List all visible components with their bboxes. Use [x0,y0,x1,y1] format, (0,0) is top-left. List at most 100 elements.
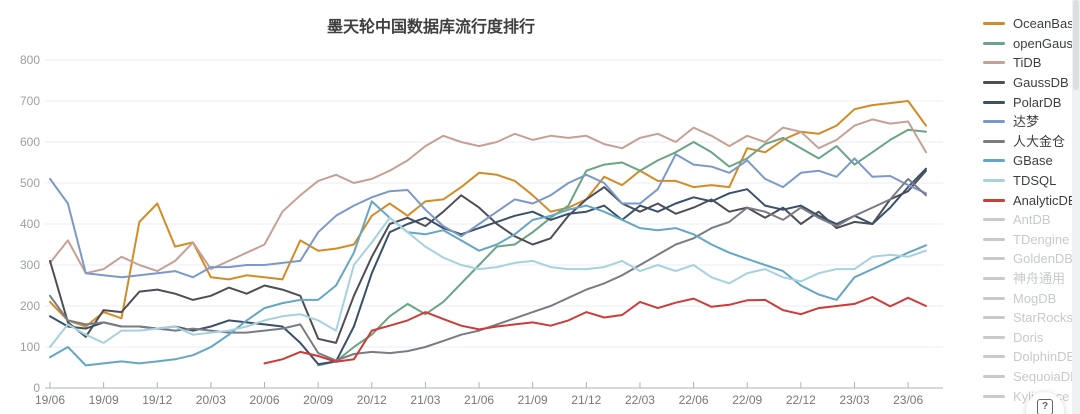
help-button[interactable]: ? [1026,392,1064,414]
legend-item-gaussdb[interactable]: GaussDB [983,73,1075,93]
x-axis-label: 19/06 [35,393,65,407]
legend-label: AntDB [1013,212,1051,228]
popularity-line-chart[interactable]: 0 100 200 300 400 500 600 700 800 19/06 19/09 19/12… [0,0,960,414]
legend-label: openGauss [1013,35,1080,51]
legend-line-swatch [983,237,1005,241]
legend-item-dameng[interactable]: 达梦 [983,112,1075,132]
legend-line-swatch [983,81,1005,85]
y-axis-label: 600 [20,135,40,149]
legend-label: 神舟通用 [1013,271,1066,287]
legend-label: MogDB [1013,290,1057,306]
series-line-opengauss[interactable] [317,128,927,367]
legend-item-antdb[interactable]: AntDB [983,210,1075,230]
legend-line-swatch [983,41,1005,45]
legend-item-gbase[interactable]: GBase [983,151,1075,171]
legend-line-swatch [983,198,1005,202]
legend-line-swatch [983,394,1005,398]
y-axis-label: 400 [20,217,40,231]
scrollbar-thumb[interactable] [1073,0,1079,90]
x-axis-label: 20/09 [303,393,333,407]
series-line-gbase[interactable] [49,200,927,367]
legend-item-tdengine[interactable]: TDengine [983,230,1075,250]
legend-label: GBase [1013,153,1053,169]
legend-label: GoldenDB [1013,251,1073,267]
legend-label: StarRocks [1013,310,1073,326]
chart-legend: OceanBase openGauss TiDB GaussDB PolarDB 达梦人大… [983,14,1080,406]
legend-item-tdsql[interactable]: TDSQL [983,171,1075,191]
legend-label: 达梦 [1013,114,1040,130]
legend-label: 人大金仓 [1013,133,1066,149]
legend-line-swatch [983,120,1005,124]
legend-line-swatch [983,296,1005,300]
legend-label: TiDB [1013,55,1042,71]
series-line-oceanbase[interactable] [49,100,927,328]
legend-line-swatch [983,179,1005,183]
question-icon: ? [1037,399,1053,414]
legend-label: AnalyticDB [1013,192,1077,208]
legend-line-swatch [983,61,1005,65]
x-axis-label: 22/12 [786,393,816,407]
legend-item-polardb[interactable]: PolarDB [983,92,1075,112]
legend-item-cn-神舟通用[interactable]: 神舟通用 [983,269,1075,289]
y-axis-label: 0 [33,381,40,395]
legend-item-renda-jincang[interactable]: 人大金仓 [983,132,1075,152]
legend-item-sequoiadb[interactable]: SequoiaDB [983,367,1079,387]
legend-label: TDSQL [1013,173,1057,189]
x-axis-label: 21/03 [410,393,440,407]
x-axis-label: 20/12 [357,393,387,407]
legend-item-mogdb[interactable]: MogDB [983,288,1075,308]
legend-label: OceanBase [1013,16,1080,32]
legend-item-opengauss[interactable]: openGauss [983,34,1080,54]
legend-line-swatch [983,159,1005,163]
chart-title: 墨天轮中国数据库流行度排行 [326,19,536,36]
legend-line-swatch [983,257,1005,261]
x-axis-label: 20/03 [196,393,226,407]
series-line-polardb[interactable] [49,167,927,366]
legend-line-swatch [983,277,1005,281]
legend-label: SequoiaDB [1013,368,1079,384]
x-axis-label: 19/12 [142,393,172,407]
legend-item-doris[interactable]: Doris [983,328,1075,348]
legend-line-swatch [983,22,1005,26]
legend-label: PolarDB [1013,94,1062,110]
legend-line-swatch [983,316,1005,320]
legend-item-dolphindb[interactable]: DolphinDB [983,347,1075,367]
legend-item-oceanbase[interactable]: OceanBase [983,14,1080,34]
legend-item-analyticdb[interactable]: AnalyticDB [983,190,1077,210]
y-axis-label: 500 [20,176,40,190]
legend-label: Doris [1013,329,1044,345]
x-axis-label: 21/09 [518,393,548,407]
scrollbar[interactable] [1072,0,1080,414]
y-axis-label: 200 [20,299,40,313]
y-axis-label: 800 [20,53,40,67]
x-axis-label: 22/09 [732,393,762,407]
legend-line-swatch [983,355,1005,359]
x-axis-label: 23/06 [893,393,923,407]
legend-line-swatch [983,335,1005,339]
legend-line-swatch [983,218,1005,222]
series-line-dameng[interactable] [49,153,927,279]
x-axis-label: 22/03 [625,393,655,407]
legend-line-swatch [983,100,1005,104]
series-line-tdsql[interactable] [49,216,927,348]
legend-line-swatch [983,139,1005,143]
y-axis-label: 700 [20,94,40,108]
series-line-tidb[interactable] [49,118,927,275]
x-axis-label: 21/12 [571,393,601,407]
legend-item-starrocks[interactable]: StarRocks [983,308,1075,328]
x-axis-label: 23/03 [839,393,869,407]
legend-label: DolphinDB [1013,349,1076,365]
x-axis-label: 21/06 [464,393,494,407]
y-axis-label: 100 [20,340,40,354]
legend-label: GaussDB [1013,75,1069,91]
x-axis-label: 20/06 [250,393,280,407]
y-axis-label: 300 [20,258,40,272]
legend-item-goldendb[interactable]: GoldenDB [983,249,1075,269]
series-line-analyticdb[interactable] [263,296,927,365]
legend-line-swatch [983,374,1005,378]
legend-item-tidb[interactable]: TiDB [983,53,1075,73]
x-axis-label: 22/06 [679,393,709,407]
legend-label: TDengine [1013,231,1070,247]
x-axis-label: 19/09 [89,393,119,407]
